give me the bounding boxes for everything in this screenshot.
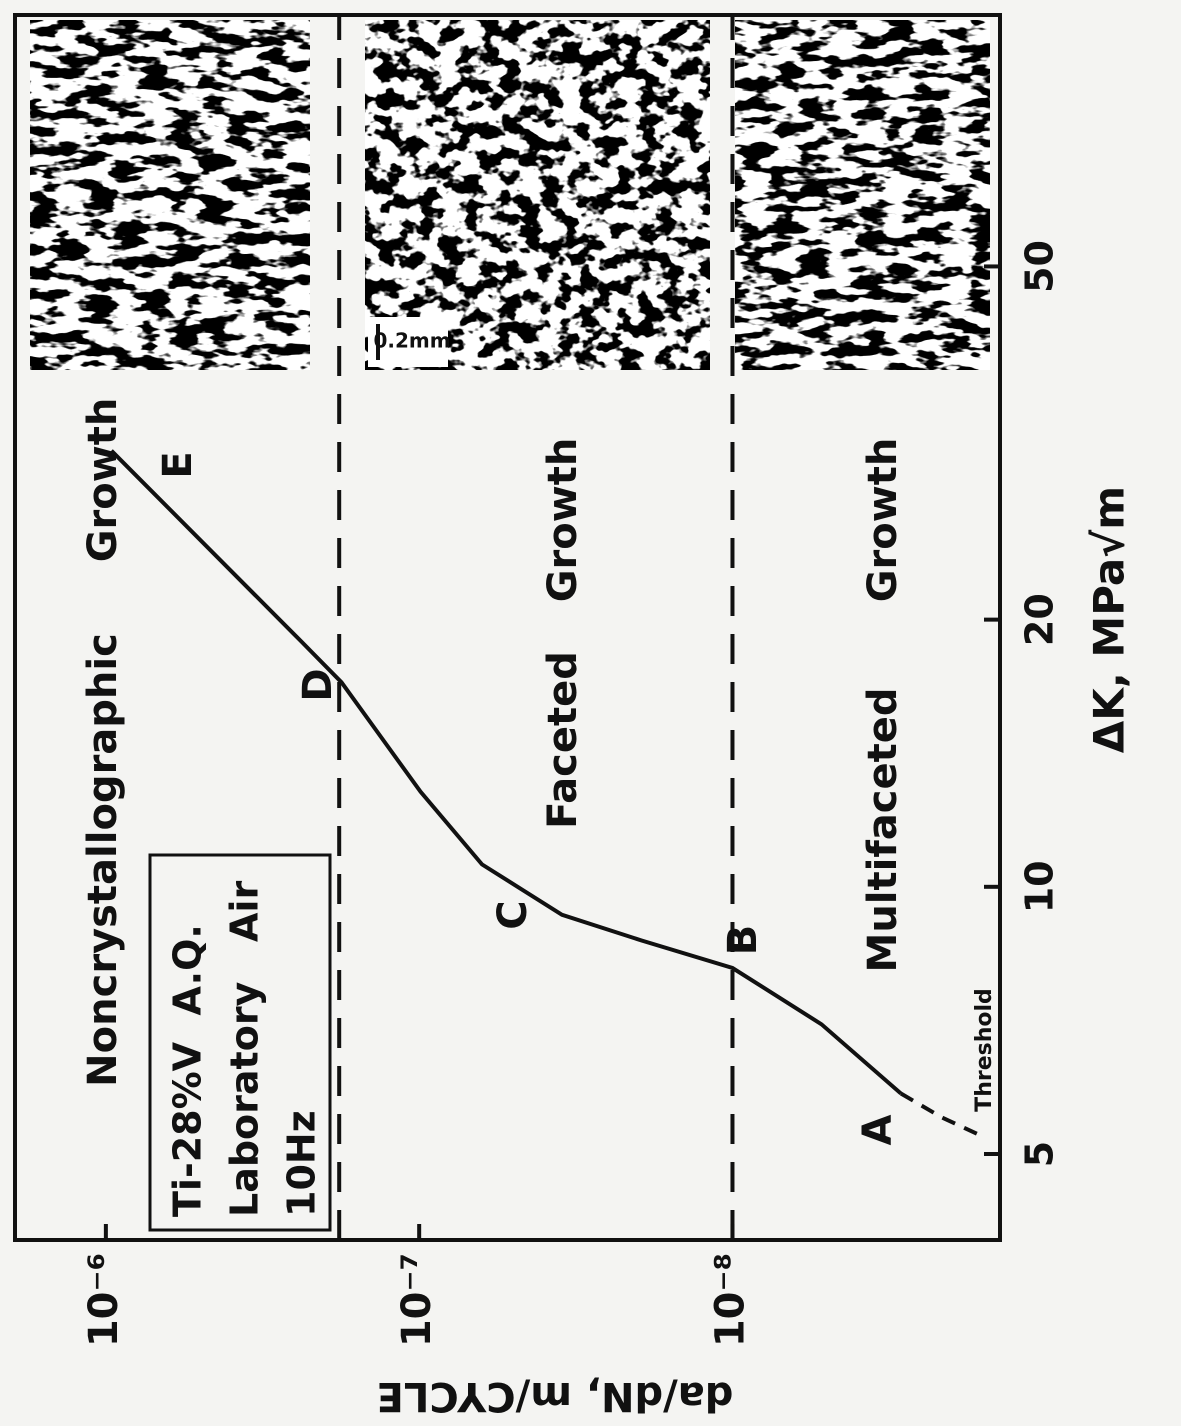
- chart: 0.2mm 5 10 20 50 10⁻⁶ 10⁻⁷ 10⁻⁸ ΔK, MPa√m da/dN,…: [0, 0, 1181, 1422]
- region-label: Noncrystallographic: [80, 633, 126, 1087]
- y-tick-label: 10⁻⁸: [707, 1253, 753, 1347]
- x-tick-label: 50: [1018, 240, 1062, 293]
- region-label: Growth: [860, 438, 906, 603]
- region-label: Faceted: [540, 651, 586, 829]
- scale-bar-label: 0.2mm: [373, 329, 450, 353]
- page: 0.2mm 5 10 20 50 10⁻⁶ 10⁻⁷ 10⁻⁸ ΔK, MPa√m da/dN,…: [0, 0, 1181, 1422]
- region-label: Growth: [540, 438, 586, 603]
- region-label: Multifaceted: [860, 688, 906, 973]
- x-tick-label: 5: [1018, 1141, 1062, 1167]
- y-tick-label: 10⁻⁷: [394, 1253, 440, 1347]
- crack-growth-curve: [901, 1094, 977, 1134]
- y-axis-title: da/dN, m/CYCLE: [377, 1373, 734, 1419]
- micrograph-texture: [30, 20, 310, 370]
- point-label: B: [720, 925, 766, 956]
- micrograph-texture: [735, 20, 990, 370]
- x-axis-title: ΔK, MPa√m: [1085, 486, 1134, 753]
- region-label: Growth: [80, 398, 126, 563]
- info-box-text: Laboratory Air: [223, 881, 267, 1217]
- x-tick-label: 20: [1018, 593, 1062, 646]
- info-box-text: Ti-28%V A.Q.: [166, 924, 210, 1217]
- x-tick-label: 10: [1018, 860, 1062, 913]
- threshold-label: Threshold: [972, 988, 997, 1112]
- point-label: E: [155, 451, 201, 478]
- point-label: A: [855, 1114, 901, 1145]
- info-box-text: 10Hz: [280, 1110, 324, 1217]
- rotated-figure: 0.2mm 5 10 20 50 10⁻⁶ 10⁻⁷ 10⁻⁸ ΔK, MPa√m da/dN,…: [15, 15, 1134, 1419]
- y-tick-label: 10⁻⁶: [81, 1253, 127, 1347]
- point-label: D: [295, 668, 341, 701]
- point-label: C: [490, 900, 536, 929]
